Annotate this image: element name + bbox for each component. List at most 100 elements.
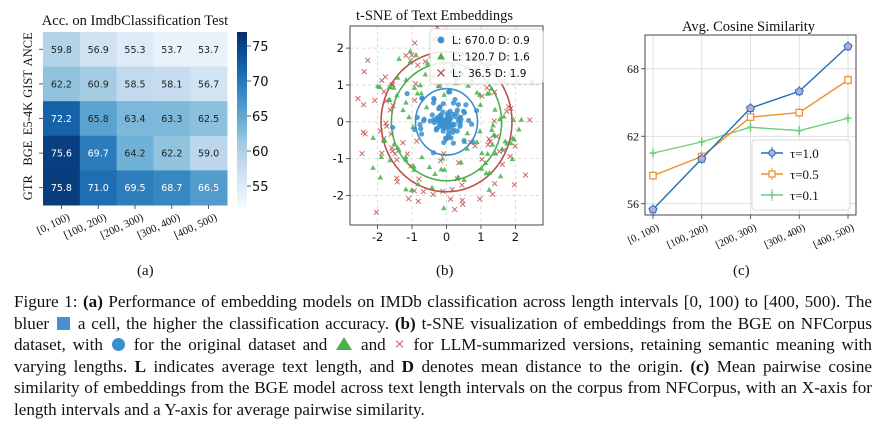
colorbar-segment: [237, 67, 247, 71]
tsne-point-original: [446, 89, 452, 95]
tsne-point-summary-b: [491, 180, 498, 187]
cosine-point: [794, 86, 804, 96]
heatmap-row-label: BGE: [21, 140, 35, 165]
tsne-point-summary-b: [389, 145, 395, 151]
tsne-point-summary-b: [413, 138, 420, 144]
heatmap-cell-value: 58.1: [161, 79, 182, 90]
heatmap-cell-value: 63.3: [161, 114, 182, 125]
tsne-point-summary-a: [391, 140, 398, 146]
tsne-point-summary-a: [422, 71, 429, 77]
tsne-x-tick-label: 2: [512, 230, 519, 244]
tsne-point-summary-a: [484, 150, 491, 156]
blue-circle-icon: [111, 338, 125, 352]
heatmap-cell-value: 53.7: [161, 45, 182, 56]
tsne-point-original: [470, 139, 476, 145]
caption-b-text: t-SNE visualization of embeddings from t…: [14, 313, 872, 355]
tsne-point-summary-b: [373, 209, 380, 216]
colorbar-segment: [237, 78, 247, 83]
tsne-point-summary-a: [455, 174, 461, 180]
tsne-x-tick-label: -1: [406, 230, 417, 244]
colorbar-segment: [237, 134, 247, 138]
colorbar-segment: [237, 131, 247, 135]
tsne-point-original: [454, 128, 461, 134]
cosine-point: [843, 41, 853, 51]
tsne-point-summary-a: [497, 173, 504, 179]
heatmap-cell-value: 62.2: [51, 79, 72, 90]
tsne-point-summary-b: [459, 182, 465, 188]
tsne-point-summary-b: [412, 40, 418, 46]
tsne-point-summary-b: [499, 161, 506, 168]
tsne-point-original: [457, 123, 463, 129]
tsne-point-summary-a: [394, 74, 401, 80]
panel-label-b: (b): [436, 263, 454, 279]
tsne-point-summary-a: [458, 159, 464, 165]
tsne-point-summary-a: [423, 104, 430, 110]
cosine-y-tick-label: 68: [627, 62, 639, 76]
tsne-point-summary-b: [440, 150, 447, 157]
tsne-point-summary-a: [492, 106, 498, 112]
tsne-point-original: [466, 117, 472, 124]
colorbar-segment: [237, 64, 247, 68]
tsne-point-summary-b: [489, 191, 496, 197]
heatmap-cell: [79, 101, 118, 137]
colorbar-segment: [237, 145, 247, 150]
tsne-point-summary-b: [400, 139, 406, 146]
colorbar-segment: [237, 172, 247, 176]
colorbar-segment: [237, 125, 247, 129]
heatmap-cell-value: 55.3: [124, 45, 145, 56]
tsne-point-summary-b: [503, 108, 510, 115]
panel-label-a: (a): [137, 263, 154, 279]
blue-square-icon: [56, 316, 70, 330]
colorbar-segment: [237, 174, 247, 179]
tsne-point-summary-a: [489, 141, 496, 147]
tsne-point-summary-a: [488, 85, 495, 91]
colorbar-segment: [237, 160, 247, 164]
tsne-point-summary-b: [411, 97, 418, 104]
colorbar-segment: [237, 148, 247, 153]
tsne-point-summary-b: [383, 123, 390, 129]
tsne-point-summary-b: [405, 195, 412, 202]
tsne-point-summary-b: [394, 156, 400, 163]
colorbar-segment: [237, 43, 247, 48]
heatmap-cell: [79, 170, 118, 206]
tsne-point-summary-a: [479, 150, 485, 156]
colorbar-segment: [237, 163, 247, 167]
tsne-point-summary-b: [440, 188, 446, 195]
tsne-point-original: [457, 115, 463, 121]
colorbar-segment: [237, 55, 247, 59]
tsne-point-summary-a: [414, 90, 421, 96]
tsne-point-original: [421, 116, 427, 122]
tsne-point-summary-a: [419, 154, 425, 160]
cosine-point: [844, 76, 852, 84]
tsne-point-summary-b: [512, 143, 518, 149]
tsne-legend-marker: [437, 69, 445, 77]
tsne-point-summary-b: [511, 182, 518, 188]
colorbar-tick-label: 70: [252, 75, 269, 90]
colorbar-segment: [237, 46, 247, 51]
cosine-point: [795, 127, 803, 135]
tsne-point-summary-b: [403, 52, 409, 59]
tsne-point-summary-b: [412, 81, 419, 87]
cosine-point: [747, 123, 754, 131]
colorbar-segment: [237, 122, 247, 126]
heatmap-cell: [116, 170, 154, 206]
tsne-point-summary-a: [413, 52, 419, 58]
tsne-point-summary-a: [424, 60, 431, 66]
tsne-point-summary-a: [403, 186, 409, 192]
colorbar-segment: [237, 84, 247, 89]
tsne-point-original: [390, 124, 396, 131]
tsne-point-summary-a: [486, 186, 493, 192]
tsne-y-tick-label: -1: [333, 152, 344, 166]
colorbar-tick-label: 65: [252, 110, 269, 125]
tsne-point-summary-a: [403, 99, 409, 105]
tsne-point-summary-b: [414, 62, 421, 68]
colorbar-segment: [237, 102, 247, 106]
tsne-point-summary-b: [371, 97, 378, 104]
heatmap-cell-value: 72.2: [51, 114, 72, 125]
heatmap-cell: [116, 66, 154, 102]
tsne-point-summary-a: [407, 59, 414, 65]
tsne-point-summary-b: [359, 150, 365, 157]
tsne-y-tick-label: 1: [337, 78, 344, 92]
cosine-legend-label: τ=0.5: [790, 167, 819, 182]
tsne-point-original: [430, 100, 437, 106]
